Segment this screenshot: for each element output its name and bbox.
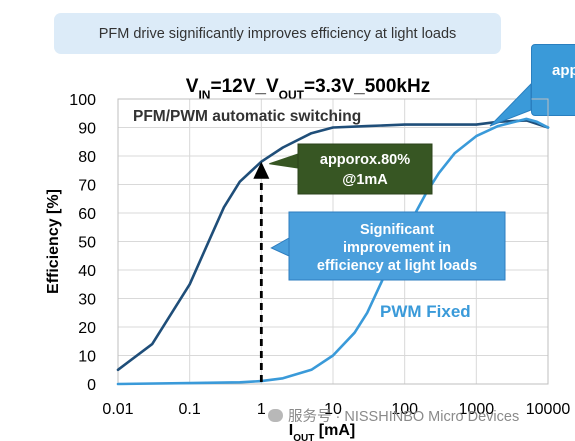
label-text: =12V_V [210,76,278,97]
label-text: =3.3V_500kHz [304,76,430,97]
y-tick-label: 80 [78,149,96,166]
wechat-icon [268,409,283,422]
y-tick-label: 60 [78,206,96,223]
callout-improvement-text: Significant [360,222,434,238]
chart-title: VIN=12V_VOUT=3.3V_500kHz [186,76,430,102]
corner-callout-pointer [489,82,532,127]
y-tick-label: 30 [78,292,96,309]
y-tick-label: 20 [78,320,96,337]
x-axis-label: IOUT [mA] [289,422,355,441]
x-tick-label: 10 [324,401,342,418]
annotation-layer: apporox.80% @1mA Significant improvement in… [253,82,532,382]
watermark: 服务号 · NISSHINBO Micro Devices [268,405,519,426]
y-axis-label: Efficiency [%] [45,189,62,294]
callout-80-box [297,143,433,195]
x-tick-label: 10000 [526,401,571,418]
y-tick-label: 10 [78,349,96,366]
watermark-text: 服务号 · NISSHINBO Micro Devices [288,409,520,425]
x-tick-label: 100 [391,401,418,418]
y-tick-label: 0 [87,377,96,394]
callout-80-text: apporox.80% [320,152,410,168]
label-text: [mA] [314,422,355,439]
pointer-arrowhead [253,161,270,179]
corner-callout: appro [531,44,575,116]
x-tick-label: 0.1 [179,401,201,418]
label-text: I [289,422,293,439]
subscript-text: OUT [279,88,305,102]
callout-80-text: @1mA [342,172,388,188]
x-tick-label: 1 [257,401,266,418]
callout-improvement-text: improvement in [343,240,451,256]
y-tick-label: 50 [78,235,96,252]
subscript-text: IN [198,88,210,102]
series-label-pfm-pwm: PFM/PWM automatic switching [133,108,361,125]
summary-banner: PFM drive significantly improves efficie… [54,13,501,54]
y-tick-label: 40 [78,263,96,280]
summary-banner-text: PFM drive significantly improves efficie… [98,25,457,42]
callout-improvement-box [288,211,506,281]
corner-callout-text: appro [552,62,575,79]
y-tick-label: 100 [69,92,96,109]
subscript-text: OUT [293,433,314,441]
callout-improvement-text: efficiency at light loads [317,258,477,274]
callout-improvement-pointer [270,237,290,257]
y-tick-label: 70 [78,178,96,195]
series-label-pwm-fixed: PWM Fixed [380,302,471,321]
plot-frame [117,98,549,385]
label-text: V [186,76,199,97]
x-tick-label: 0.01 [102,401,133,418]
series-line-pfm-pwm [116,119,550,372]
tick-labels: 0 10 20 30 40 50 60 70 80 90 100 0.01 0.1 1 10 100 1000 1… [69,92,570,418]
y-tick-label: 90 [78,121,96,138]
x-tick-label: 1000 [459,401,495,418]
